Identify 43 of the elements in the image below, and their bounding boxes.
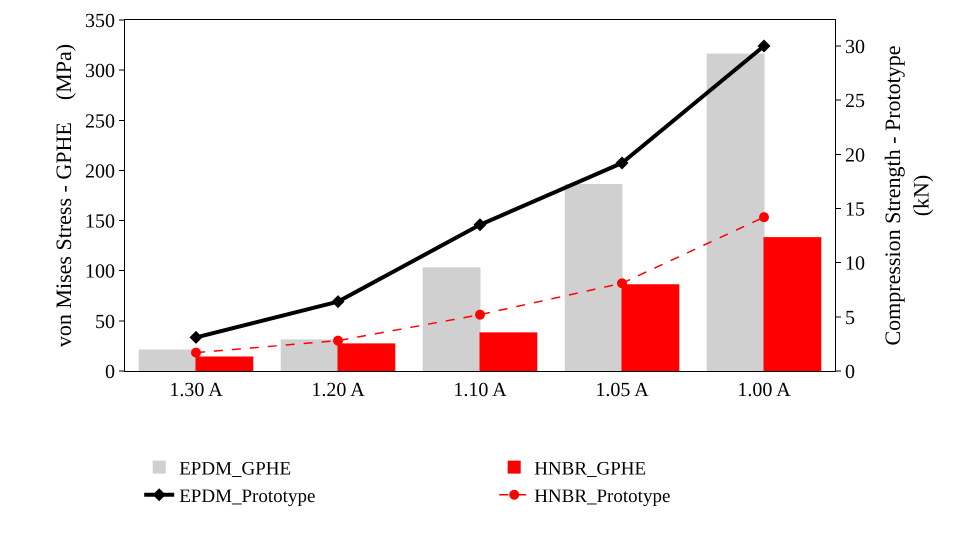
- y2-tick-label: 10: [845, 252, 865, 275]
- y-tick-label: 300: [85, 60, 115, 82]
- point: [759, 212, 769, 222]
- point: [758, 40, 770, 52]
- y2-tick-label: 5: [845, 306, 855, 329]
- legend-label: EPDM_GPHE: [179, 458, 292, 480]
- point: [190, 330, 202, 344]
- point: [475, 310, 485, 320]
- y2-tick-label: 30: [845, 36, 865, 58]
- legend-label: EPDM_Prototype: [179, 486, 316, 508]
- y-tick-label: 150: [85, 210, 115, 233]
- y2-axis-title: Compression Strength - Prototype (kN): [880, 45, 934, 346]
- x-tick-label: 1.05 A: [595, 379, 650, 401]
- y-tick-label: 50: [95, 310, 115, 333]
- x-tick-label: 1.00 A: [737, 379, 792, 401]
- y-tick-label: 200: [85, 160, 115, 182]
- y2-tick-label: 15: [845, 198, 865, 220]
- legend-label: HNBR_Prototype: [534, 486, 670, 508]
- x-tick-label: 1.10 A: [453, 379, 508, 401]
- point: [617, 278, 627, 288]
- y-tick-label: 100: [85, 260, 115, 283]
- bar: [422, 267, 480, 371]
- point: [474, 218, 486, 232]
- y2-tick-label: 25: [845, 90, 865, 112]
- y-axis-title: von Mises Stress - GPHE (MPa): [51, 44, 76, 348]
- x-tick-label: 1.20 A: [311, 379, 366, 401]
- y-tick-label: 0: [105, 361, 115, 383]
- point: [332, 295, 344, 308]
- point: [616, 156, 628, 170]
- point: [191, 348, 201, 358]
- bar: [280, 339, 338, 371]
- y2-tick-label: 20: [845, 144, 865, 166]
- bar: [706, 54, 764, 371]
- y-tick-label: 250: [85, 110, 115, 132]
- bar: [480, 332, 538, 371]
- bar: [138, 349, 196, 371]
- x-tick-label: 1.30 A: [169, 379, 224, 401]
- point: [333, 336, 343, 346]
- legend-label: HNBR_GPHE: [534, 458, 646, 480]
- bar: [564, 184, 622, 371]
- y-tick-label: 350: [85, 10, 115, 32]
- y2-tick-label: 0: [845, 361, 855, 383]
- bar: [764, 237, 822, 371]
